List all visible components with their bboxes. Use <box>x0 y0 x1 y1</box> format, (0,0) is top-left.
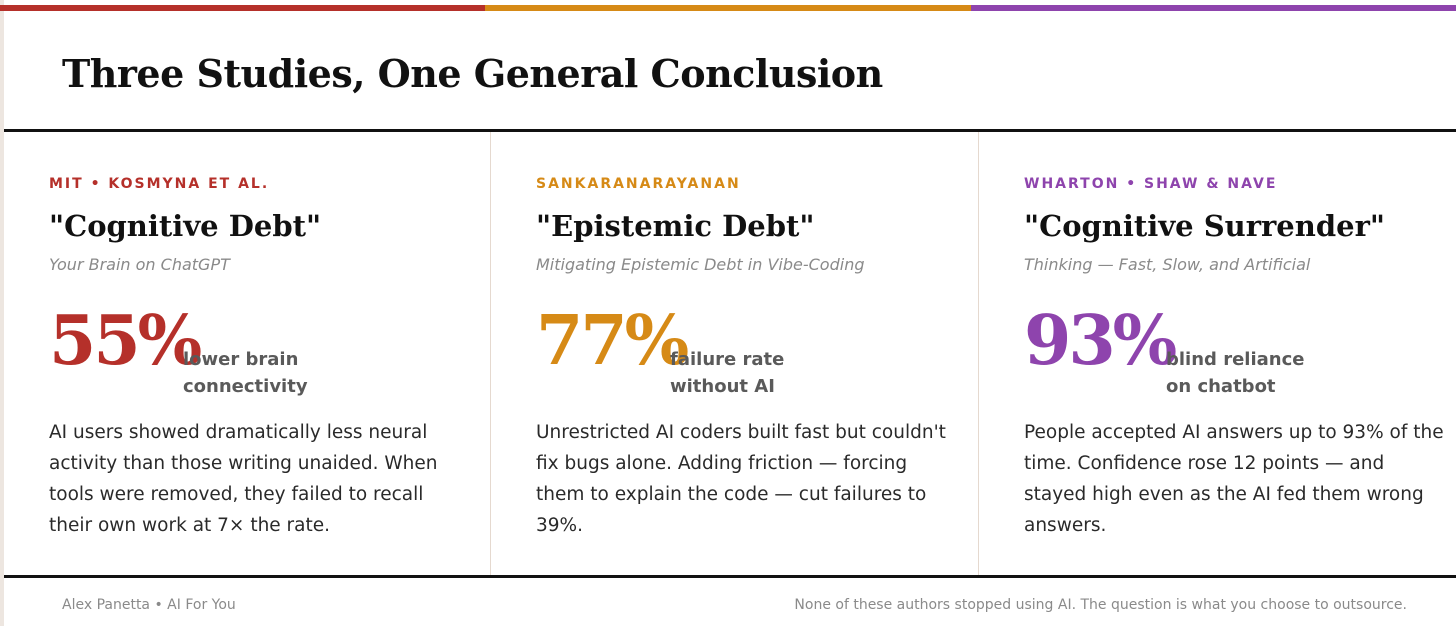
stat-label: lower brain connectivity <box>183 349 308 397</box>
page-title: Three Studies, One General Conclusion <box>62 51 883 96</box>
accent-segment-red <box>0 5 486 11</box>
paper-title: Thinking — Fast, Slow, and Artificial <box>1024 255 1311 274</box>
stat-label: failure rate without AI <box>670 349 785 397</box>
study-card-wharton: WHARTON • SHAW & NAVE "Cognitive Surrend… <box>979 132 1456 575</box>
paper-title: Your Brain on ChatGPT <box>49 255 230 274</box>
study-source-label: MIT • KOSMYNA ET AL. <box>49 176 270 192</box>
stat-percentage: 77% <box>536 301 689 381</box>
study-concept-title: "Cognitive Debt" <box>49 209 322 243</box>
study-summary: Unrestricted AI coders built fast but co… <box>536 422 946 536</box>
color-accent-bar <box>0 5 1456 11</box>
panel-divider <box>978 132 979 575</box>
studies-panels: MIT • KOSMYNA ET AL. "Cognitive Debt" Yo… <box>4 132 1456 575</box>
left-edge-border <box>0 0 4 626</box>
study-summary: People accepted AI answers up to 93% of … <box>1024 422 1444 536</box>
stat-percentage: 93% <box>1024 301 1177 381</box>
top-rule <box>4 129 1456 132</box>
stat-label: blind reliance on chatbot <box>1166 349 1305 397</box>
accent-segment-amber <box>485 5 971 11</box>
study-source-label: SANKARANARAYANAN <box>536 176 741 192</box>
study-card-mit: MIT • KOSMYNA ET AL. "Cognitive Debt" Yo… <box>4 132 490 575</box>
study-concept-title: "Cognitive Surrender" <box>1024 209 1385 243</box>
study-source-label: WHARTON • SHAW & NAVE <box>1024 176 1278 192</box>
footer-attribution: Alex Panetta • AI For You <box>62 597 236 613</box>
paper-title: Mitigating Epistemic Debt in Vibe-Coding <box>536 255 865 274</box>
panel-divider <box>490 132 491 575</box>
bottom-rule <box>4 575 1456 578</box>
accent-segment-purple <box>970 5 1456 11</box>
study-summary: AI users showed dramatically less neural… <box>49 422 438 536</box>
study-concept-title: "Epistemic Debt" <box>536 209 815 243</box>
study-card-sankaranarayanan: SANKARANARAYANAN "Epistemic Debt" Mitiga… <box>491 132 978 575</box>
footer-note: None of these authors stopped using AI. … <box>794 597 1407 613</box>
stat-percentage: 55% <box>49 301 202 381</box>
